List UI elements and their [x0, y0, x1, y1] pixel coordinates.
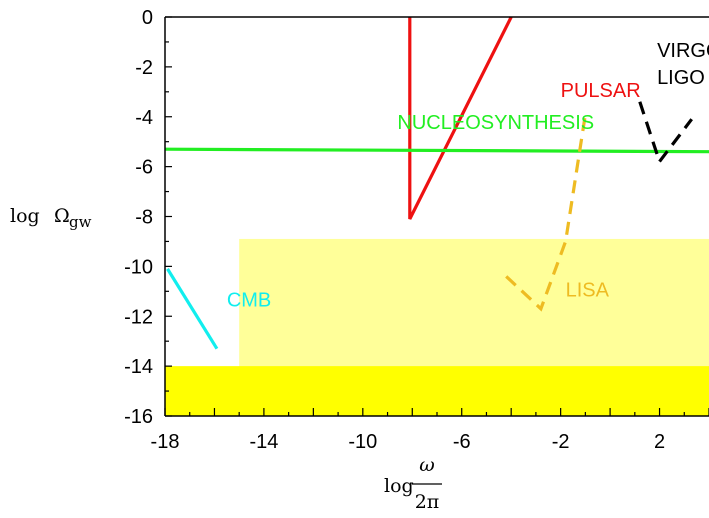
x-tick-label: -6: [453, 431, 471, 453]
x-axis-title-numerator: ω: [419, 454, 435, 476]
x-axis-title: log ω 2π: [384, 454, 442, 513]
y-tick-label: -14: [124, 356, 153, 378]
x-tick-label: -2: [552, 431, 570, 453]
x-axis-title-denominator: 2π: [415, 491, 440, 513]
y-tick-label: -12: [124, 306, 153, 328]
region-dark-band: [165, 366, 709, 416]
series-line-lisa: [505, 114, 587, 312]
y-tick-label: -2: [135, 57, 153, 79]
series-label-pulsar: PULSAR: [561, 80, 641, 102]
y-tick-label: 0: [142, 7, 153, 29]
y-tick-label: -8: [135, 207, 153, 229]
series-lines: [164, 16, 709, 350]
x-tick-label: 2: [654, 431, 665, 453]
y-tick-label: -6: [135, 157, 153, 179]
y-tick-label: -16: [124, 406, 153, 428]
y-axis-title-subscript: gw: [69, 213, 92, 231]
series-label-lisa: LISA: [566, 279, 610, 301]
x-tick-label: -14: [249, 431, 278, 453]
y-axis-title: log Ω gw: [10, 205, 92, 231]
series-label-line: LIGO: [657, 67, 705, 89]
x-axis-title-prefix: log: [384, 475, 414, 497]
series-labels: PULSAR NUCLEOSYNTHESIS VIRGO/LIGO LISA CMB: [227, 40, 709, 311]
series-label-nucleosynthesis: NUCLEOSYNTHESIS: [397, 112, 594, 134]
series-line-cmb: [166, 268, 219, 350]
x-tick-label: -10: [348, 431, 377, 453]
y-tick-label: -4: [135, 107, 153, 129]
shaded-regions: [165, 238, 709, 416]
series-label-line: VIRGO/: [657, 40, 709, 62]
x-tick-label: -18: [151, 431, 180, 453]
axis-ticks: 0 -2 -4 -6 -8 -10 -12 -14 -16 -18 -14 -10 -6 -2 2: [124, 7, 709, 453]
series-line-pulsar: [408, 16, 513, 220]
series-label-virgo-ligo: VIRGO/LIGO: [657, 40, 709, 89]
series-label-cmb: CMB: [227, 289, 271, 311]
series-line-nucleosynthesis: [164, 147, 709, 154]
y-axis-title-symbol: Ω: [54, 205, 70, 227]
y-axis-title-prefix: log: [10, 205, 40, 227]
y-tick-label: -10: [124, 256, 153, 278]
